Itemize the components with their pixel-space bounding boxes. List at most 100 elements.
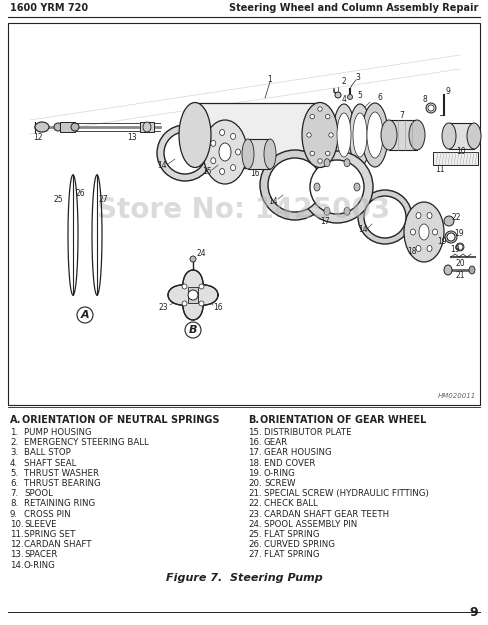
Ellipse shape <box>353 113 367 157</box>
Ellipse shape <box>220 169 224 174</box>
Text: 13: 13 <box>127 134 137 142</box>
Ellipse shape <box>310 114 314 119</box>
Text: 21: 21 <box>455 271 465 281</box>
Text: 6: 6 <box>378 94 383 102</box>
Polygon shape <box>168 270 218 320</box>
Text: GEAR HOUSING: GEAR HOUSING <box>264 448 332 458</box>
Text: SCREW: SCREW <box>264 479 296 488</box>
Text: Steering Wheel and Column Assembly Repair: Steering Wheel and Column Assembly Repai… <box>228 3 478 13</box>
Text: 16: 16 <box>250 169 260 177</box>
Ellipse shape <box>143 122 151 132</box>
Text: CHECK BALL: CHECK BALL <box>264 499 318 508</box>
Text: SPECIAL SCREW (HYDRAULIC FITTING): SPECIAL SCREW (HYDRAULIC FITTING) <box>264 489 429 498</box>
Text: 5.: 5. <box>10 469 18 478</box>
Text: 24.: 24. <box>248 520 262 529</box>
Text: 4.: 4. <box>10 459 18 468</box>
Circle shape <box>447 233 455 241</box>
Text: CROSS PIN: CROSS PIN <box>24 509 71 519</box>
Ellipse shape <box>264 139 276 169</box>
Bar <box>140 122 154 132</box>
Text: 2: 2 <box>342 76 346 86</box>
Text: 1600 YRM 720: 1600 YRM 720 <box>10 3 88 13</box>
Text: B.: B. <box>248 415 259 425</box>
Ellipse shape <box>318 159 322 163</box>
Ellipse shape <box>203 120 247 184</box>
Text: SPOOL ASSEMBLY PIN: SPOOL ASSEMBLY PIN <box>264 520 357 529</box>
Text: 20: 20 <box>455 259 465 268</box>
Bar <box>389 120 417 150</box>
Ellipse shape <box>211 158 216 164</box>
Ellipse shape <box>77 307 93 323</box>
Text: SPOOL: SPOOL <box>24 489 53 498</box>
Text: 14: 14 <box>268 196 278 206</box>
Text: 3: 3 <box>356 72 361 81</box>
Text: 22.: 22. <box>248 499 262 508</box>
Bar <box>449 123 474 149</box>
Ellipse shape <box>310 151 314 156</box>
Text: BALL STOP: BALL STOP <box>24 448 71 458</box>
Ellipse shape <box>362 103 388 167</box>
Text: ORIENTATION OF NEUTRAL SPRINGS: ORIENTATION OF NEUTRAL SPRINGS <box>22 415 220 425</box>
Text: A.: A. <box>10 415 21 425</box>
Ellipse shape <box>329 132 333 138</box>
Text: Figure 7.  Steering Pump: Figure 7. Steering Pump <box>165 572 323 582</box>
Text: END COVER: END COVER <box>264 459 315 468</box>
Ellipse shape <box>416 246 421 251</box>
Text: SPRING SET: SPRING SET <box>24 530 75 539</box>
Text: 7: 7 <box>400 111 405 119</box>
Ellipse shape <box>242 139 254 169</box>
Ellipse shape <box>442 123 456 149</box>
Text: 8: 8 <box>423 94 427 104</box>
Text: 9: 9 <box>469 606 478 619</box>
Text: 4: 4 <box>342 96 346 104</box>
Ellipse shape <box>54 123 62 131</box>
Ellipse shape <box>354 183 360 191</box>
Ellipse shape <box>231 164 236 171</box>
Ellipse shape <box>220 129 224 136</box>
Text: FLAT SPRING: FLAT SPRING <box>264 530 320 539</box>
Text: 14.: 14. <box>10 561 23 569</box>
Text: 15.: 15. <box>248 428 262 437</box>
Text: 18.: 18. <box>248 459 262 468</box>
Text: 19: 19 <box>450 246 460 254</box>
Text: GEAR: GEAR <box>264 438 288 448</box>
Bar <box>60 122 75 132</box>
Circle shape <box>445 231 457 243</box>
Text: 21.: 21. <box>248 489 262 498</box>
Ellipse shape <box>324 208 330 215</box>
Ellipse shape <box>427 213 432 219</box>
Ellipse shape <box>71 123 79 131</box>
Text: 6.: 6. <box>10 479 18 488</box>
Text: 25.: 25. <box>248 530 262 539</box>
Ellipse shape <box>444 265 452 275</box>
Circle shape <box>310 160 364 214</box>
Text: Store No: 1425003: Store No: 1425003 <box>98 196 390 224</box>
Text: 19: 19 <box>437 236 447 246</box>
Ellipse shape <box>231 133 236 139</box>
Ellipse shape <box>347 94 352 99</box>
Circle shape <box>456 243 464 251</box>
Ellipse shape <box>324 159 330 167</box>
Text: THRUST BEARING: THRUST BEARING <box>24 479 101 488</box>
Text: 16.: 16. <box>248 438 262 448</box>
Text: DISTRIBUTOR PLATE: DISTRIBUTOR PLATE <box>264 428 352 437</box>
Text: CARDAN SHAFT: CARDAN SHAFT <box>24 540 92 549</box>
Text: O-RING: O-RING <box>24 561 56 569</box>
Circle shape <box>268 158 322 212</box>
Text: 19: 19 <box>454 229 464 238</box>
Ellipse shape <box>428 105 434 111</box>
Ellipse shape <box>188 290 198 300</box>
Text: 17.: 17. <box>248 448 262 458</box>
Text: 22: 22 <box>451 213 461 221</box>
Text: HM020011: HM020011 <box>438 393 476 399</box>
Text: SLEEVE: SLEEVE <box>24 520 57 529</box>
Text: 10.: 10. <box>10 520 23 529</box>
Text: 17: 17 <box>320 216 330 226</box>
Text: 23: 23 <box>158 302 168 311</box>
Ellipse shape <box>199 284 204 289</box>
Text: B: B <box>189 325 197 335</box>
Text: 12: 12 <box>33 132 43 141</box>
Text: EMERGENCY STEERING BALL: EMERGENCY STEERING BALL <box>24 438 149 448</box>
Text: 19.: 19. <box>248 469 262 478</box>
Text: 11.: 11. <box>10 530 23 539</box>
